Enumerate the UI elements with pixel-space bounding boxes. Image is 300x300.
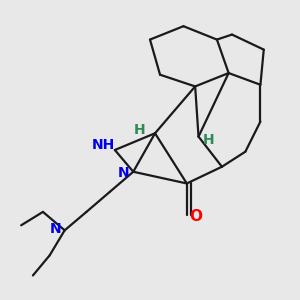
Text: NH: NH [92,138,115,152]
Text: O: O [190,209,203,224]
Text: H: H [134,123,146,137]
Text: H: H [203,133,214,147]
Text: N: N [118,167,130,180]
Text: N: N [50,222,61,236]
